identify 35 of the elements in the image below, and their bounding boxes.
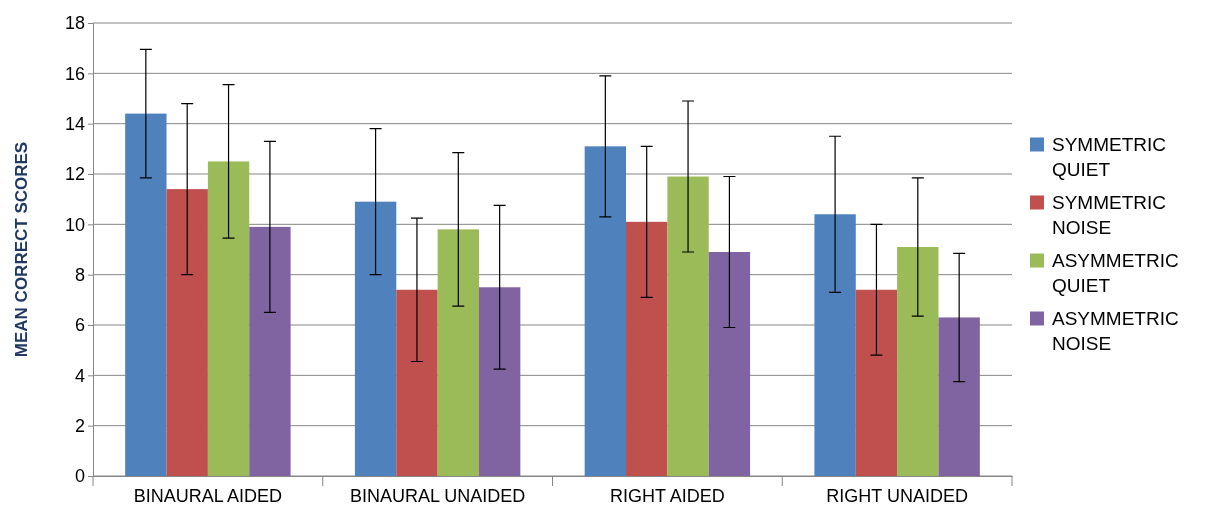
legend-label: ASYMMETRIC QUIET [1052,249,1179,297]
y-axis-title: MEAN CORRECT SCORES [12,141,31,358]
legend-label: SYMMETRIC NOISE [1052,191,1166,239]
y-tick-label: 14 [64,113,85,134]
y-tick-label: 16 [64,63,85,84]
y-tick-label: 8 [74,264,85,285]
bar [708,252,751,476]
legend-label: ASYMMETRIC NOISE [1052,307,1179,355]
bar [166,189,208,476]
bar [396,289,438,476]
bar [938,317,980,476]
bar [626,221,668,476]
bar [584,146,627,476]
bar [354,201,397,476]
y-tick-label: 12 [64,164,85,185]
bar [207,161,250,476]
bar [437,229,479,476]
y-tick-label: 6 [74,315,85,336]
bar [478,287,521,476]
bar [897,246,939,476]
bar [249,226,291,476]
x-tick-label: RIGHT UNAIDED [826,486,968,507]
x-tick-label: BINAURAL AIDED [133,486,283,507]
bar [125,113,167,476]
x-tick-label: RIGHT AIDED [610,486,725,507]
bar [667,176,709,476]
legend-label: SYMMETRIC QUIET [1052,133,1166,181]
bar [814,214,856,476]
y-tick-label: 0 [74,466,85,487]
y-tick-label: 18 [64,13,85,34]
bar [855,289,898,476]
x-tick-label: BINAURAL UNAIDED [349,486,526,507]
y-tick-label: 2 [74,415,85,436]
y-tick-label: 4 [74,365,85,386]
y-tick-label: 10 [64,214,85,235]
